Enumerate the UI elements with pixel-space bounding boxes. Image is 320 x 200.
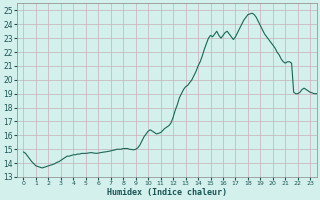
- X-axis label: Humidex (Indice chaleur): Humidex (Indice chaleur): [107, 188, 227, 197]
